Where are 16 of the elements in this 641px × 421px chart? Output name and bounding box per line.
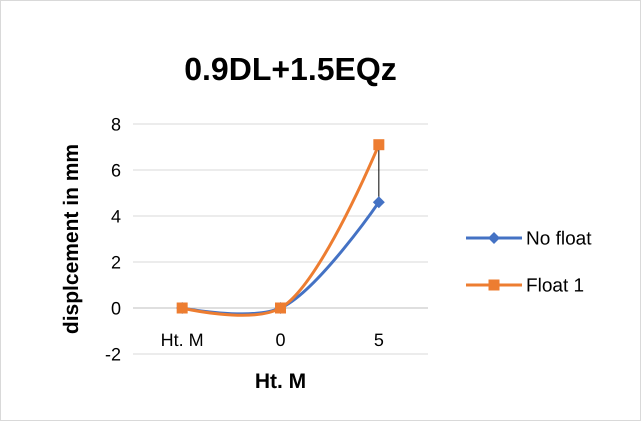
y-tick-label: 6 bbox=[110, 160, 121, 180]
x-tick-label: 5 bbox=[374, 330, 384, 350]
x-tick-label: Ht. M bbox=[160, 330, 204, 350]
x-axis-title: Ht. M bbox=[254, 370, 306, 393]
point bbox=[372, 196, 385, 208]
chart-title: 0.9DL+1.5EQz bbox=[184, 51, 397, 87]
x-tick-label: 0 bbox=[275, 330, 286, 350]
y-tick-label: 4 bbox=[110, 206, 121, 226]
legend-label: No float bbox=[526, 228, 592, 250]
legend-label: Float 1 bbox=[526, 276, 584, 297]
y-axis-title: displcement in mm bbox=[60, 144, 83, 334]
y-tick-label: -2 bbox=[104, 344, 121, 364]
y-tick-label: 0 bbox=[110, 298, 121, 318]
point bbox=[373, 139, 384, 150]
y-tick-label: 2 bbox=[110, 252, 121, 272]
y-tick-label: 8 bbox=[110, 114, 121, 134]
